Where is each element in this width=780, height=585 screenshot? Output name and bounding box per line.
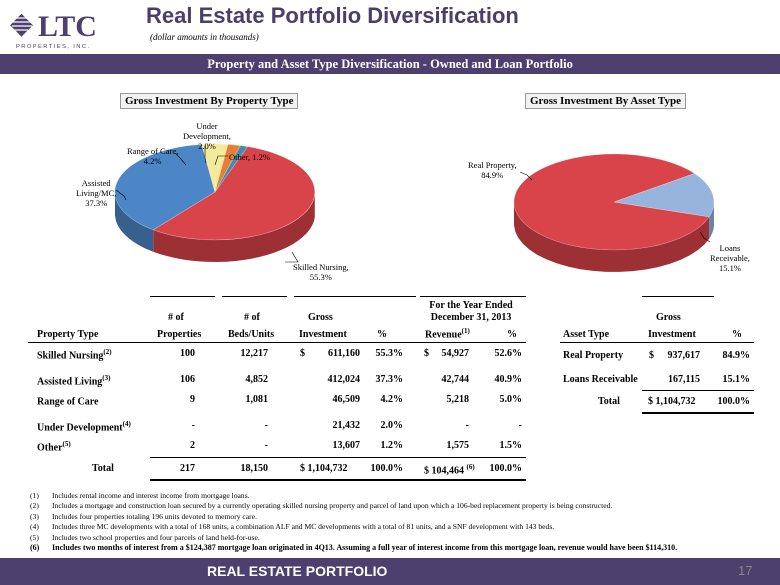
footnotes: (1) Includes rental income and interest i…	[30, 491, 677, 553]
label-range-of-care: Range of Care, 4.2%	[127, 146, 179, 166]
slice-under-development	[214, 144, 241, 193]
label-other: Other, 1.2%	[229, 152, 270, 162]
slice-skilled-nursing-side	[153, 195, 315, 262]
slice-loans-receivable-side	[709, 202, 714, 239]
page-title: Real Estate Portfolio Diversification	[146, 3, 519, 28]
slice-real-property-side	[514, 203, 710, 272]
footnote: (2) Includes a mortgage and construction …	[30, 501, 613, 511]
slice-assisted-living	[114, 144, 216, 231]
rule	[150, 479, 526, 481]
label-assisted-living: Assisted Living/MC, 37.3%	[76, 178, 117, 208]
rule	[28, 342, 526, 343]
property-chart-title: Gross Investment By Property Type	[120, 93, 299, 109]
property-type-pie	[114, 143, 316, 262]
slice-real-property	[513, 153, 710, 251]
label-real-property: Real Property, 84.9%	[468, 160, 517, 180]
label-under-development: Under Development, 2.0%	[183, 121, 231, 151]
footnote: (4) Includes three MC developments with a…	[30, 522, 555, 532]
footer-bar: REAL ESTATE PORTFOLIO	[0, 558, 780, 585]
rule	[642, 412, 754, 414]
rule	[642, 390, 754, 391]
slice-assisted-living-side	[115, 193, 154, 252]
rule	[420, 296, 526, 297]
rule	[642, 296, 714, 297]
footnote: (6) Includes two months of interest from …	[30, 543, 678, 553]
rule	[294, 296, 416, 297]
rule	[150, 296, 215, 297]
rule	[150, 457, 526, 458]
label-loans-receivable: Loans Receivable, 15.1%	[710, 243, 750, 273]
logo-subtext: PROPERTIES, INC.	[16, 44, 90, 50]
property-leader-lines	[115, 146, 711, 263]
section-banner: Property and Asset Type Diversification …	[0, 54, 780, 74]
slice-other	[214, 145, 249, 193]
rule	[222, 296, 287, 297]
footnote: (1) Includes rental income and interest i…	[30, 491, 250, 500]
ltc-logo: LTC PROPERTIES, INC.	[10, 10, 97, 50]
asset-chart-title: Gross Investment By Asset Type	[525, 93, 686, 109]
slice-loans-receivable	[613, 173, 715, 218]
asset-type-pie	[513, 153, 715, 272]
slice-skilled-nursing	[152, 146, 316, 241]
label-skilled-nursing: Skilled Nursing, 55.3%	[293, 262, 349, 282]
logo-text: LTC	[38, 10, 97, 43]
page-subtitle: (dollar amounts in thousands)	[150, 32, 259, 42]
rule	[560, 342, 754, 343]
footer-title: REAL ESTATE PORTFOLIO	[207, 563, 388, 579]
footnote: (3) Includes four properties totaling 196…	[30, 511, 257, 521]
footnote: (5) Includes two school properties and fo…	[30, 532, 260, 542]
page-number: 17	[738, 563, 753, 578]
